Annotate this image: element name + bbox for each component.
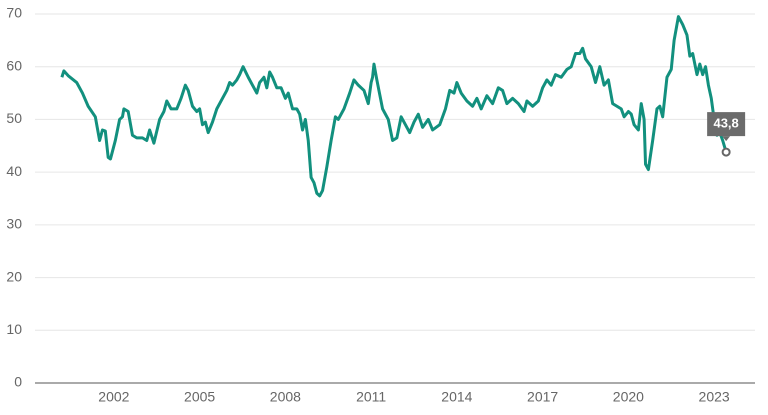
y-tick-label: 40 — [6, 163, 22, 179]
last-point — [721, 147, 731, 157]
line — [60, 15, 728, 198]
x-tick-label: 2005 — [184, 389, 215, 405]
x-tick-label: 2020 — [613, 389, 644, 405]
y-tick-label: 60 — [6, 57, 22, 73]
annotation: 43,8 — [713, 116, 738, 131]
x-tick-label: 2008 — [270, 389, 301, 405]
x-tick-label: 2002 — [98, 389, 129, 405]
y-tick-label: 70 — [6, 5, 22, 21]
y-tick-label: 0 — [14, 374, 22, 390]
x-tick-label: 2014 — [441, 389, 472, 405]
annotation-pointer — [722, 136, 731, 142]
y-tick-label: 20 — [6, 268, 22, 284]
x-tick-label: 2011 — [356, 389, 386, 405]
x-tick-label: 2017 — [527, 389, 558, 405]
y-tick-label: 10 — [6, 321, 22, 337]
y-tick-label: 50 — [6, 110, 22, 126]
x-tick-label: 2023 — [699, 389, 730, 405]
annotation-box — [707, 112, 746, 137]
y-tick-label: 30 — [6, 216, 22, 232]
